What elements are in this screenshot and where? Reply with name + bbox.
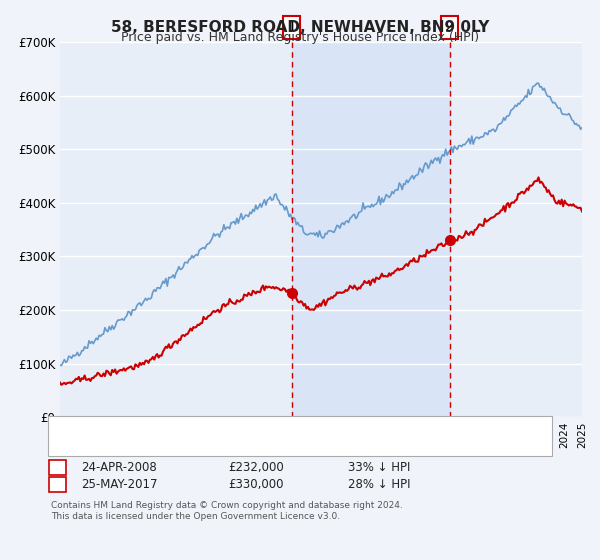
Text: 1: 1 — [287, 21, 296, 35]
Text: 58, BERESFORD ROAD, NEWHAVEN, BN9 0LY (detached house): 58, BERESFORD ROAD, NEWHAVEN, BN9 0LY (d… — [111, 418, 438, 428]
Text: 2: 2 — [445, 21, 454, 35]
Text: ——: —— — [78, 432, 106, 446]
Text: 58, BERESFORD ROAD, NEWHAVEN, BN9 0LY: 58, BERESFORD ROAD, NEWHAVEN, BN9 0LY — [111, 20, 489, 35]
Text: Price paid vs. HM Land Registry's House Price Index (HPI): Price paid vs. HM Land Registry's House … — [121, 31, 479, 44]
Text: ——: —— — [78, 416, 106, 430]
Text: 25-MAY-2017: 25-MAY-2017 — [81, 478, 157, 491]
Text: 2: 2 — [53, 478, 62, 491]
Text: Contains HM Land Registry data © Crown copyright and database right 2024.
This d: Contains HM Land Registry data © Crown c… — [51, 501, 403, 521]
Text: 24-APR-2008: 24-APR-2008 — [81, 461, 157, 474]
Text: 1: 1 — [53, 461, 62, 474]
Text: £330,000: £330,000 — [228, 478, 284, 491]
Text: HPI: Average price, detached house, Lewes: HPI: Average price, detached house, Lewe… — [111, 433, 336, 444]
Text: 33% ↓ HPI: 33% ↓ HPI — [348, 461, 410, 474]
Text: 28% ↓ HPI: 28% ↓ HPI — [348, 478, 410, 491]
Bar — [292, 42, 450, 417]
Text: £232,000: £232,000 — [228, 461, 284, 474]
